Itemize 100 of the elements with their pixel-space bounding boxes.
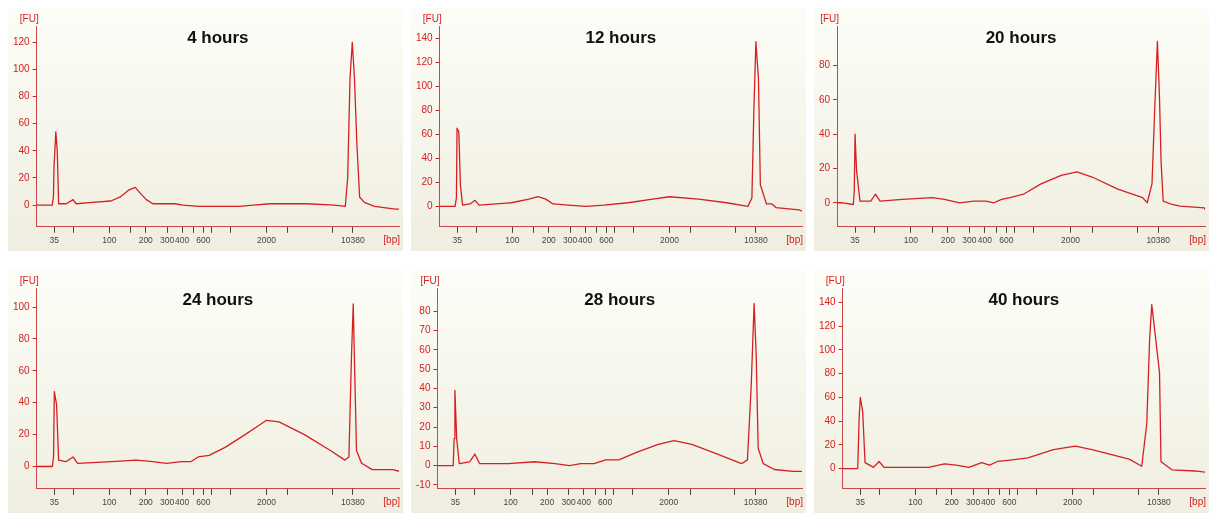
x-tick-label: 400: [981, 497, 996, 508]
y-tick-label: 50: [419, 362, 431, 374]
chart-title: 28 hours: [584, 290, 656, 310]
y-tick-label: 80: [18, 332, 31, 344]
x-tick-label: 2000: [660, 235, 680, 246]
y-tick-label: 60: [824, 391, 837, 403]
chart-title: 40 hours: [988, 290, 1060, 310]
x-tick-label: 300: [159, 235, 175, 246]
x-tick-label: 600: [599, 235, 614, 246]
y-tick-label: 10: [419, 440, 431, 452]
y-tick-label: 0: [424, 459, 431, 471]
x-tick-label: 35: [49, 235, 60, 246]
x-tick-label: 100: [908, 497, 923, 508]
y-tick-label: 60: [419, 343, 431, 355]
y-tick-label: 30: [419, 401, 431, 413]
chart-title: 24 hours: [182, 290, 254, 310]
y-tick-label: 20: [824, 438, 837, 450]
chart-title: 4 hours: [187, 28, 249, 48]
y-tick-label: 120: [13, 36, 31, 48]
y-tick-label: 40: [18, 144, 31, 156]
x-tick-label: 100: [102, 497, 117, 508]
y-axis-title: [FU]: [820, 12, 840, 24]
x-tick-label: 10380: [743, 497, 768, 508]
x-tick-label: 200: [944, 497, 960, 508]
x-tick-label: 200: [541, 235, 557, 246]
x-tick-label: 400: [578, 235, 593, 246]
y-tick-label: 100: [819, 343, 837, 355]
x-tick-label: 2000: [257, 235, 277, 246]
y-tick-label: 20: [18, 171, 31, 183]
x-tick-label: 400: [977, 235, 993, 246]
x-tick-label: 100: [102, 235, 117, 246]
x-tick-label: 400: [175, 497, 190, 508]
x-tick-label: 300: [962, 235, 977, 246]
y-tick-label: 80: [819, 59, 831, 71]
x-tick-label: 300: [562, 235, 578, 246]
x-tick-label: 300: [965, 497, 981, 508]
y-tick-label: 60: [819, 93, 831, 105]
x-tick-label: 35: [450, 497, 461, 508]
y-tick-label: 120: [819, 319, 837, 331]
x-tick-label: 2000: [257, 497, 277, 508]
chart-title: 20 hours: [985, 28, 1057, 48]
y-tick-label: -10: [416, 478, 431, 490]
y-tick-label: 40: [18, 396, 31, 408]
x-tick-label: 2000: [1063, 497, 1083, 508]
y-tick-label: 40: [824, 414, 837, 426]
x-tick-label: 100: [505, 235, 520, 246]
x-tick-label: 35: [452, 235, 463, 246]
y-tick-label: 80: [421, 103, 434, 115]
y-tick-label: 60: [18, 117, 31, 129]
x-tick-label: 400: [576, 497, 592, 508]
x-tick-label: 100: [903, 235, 919, 246]
y-tick-label: 80: [419, 304, 431, 316]
y-axis-title: [FU]: [825, 274, 845, 286]
y-tick-label: 140: [819, 296, 837, 308]
x-tick-label: 400: [175, 235, 190, 246]
y-tick-label: 20: [419, 420, 431, 432]
x-tick-label: 600: [999, 235, 1014, 246]
x-tick-label: 300: [561, 497, 576, 508]
y-tick-label: 0: [830, 462, 837, 474]
x-tick-label: 10380: [341, 497, 365, 508]
y-tick-label: 60: [18, 364, 31, 376]
x-tick-label: 600: [598, 497, 613, 508]
x-tick-label: 200: [940, 235, 956, 246]
y-tick-label: 120: [416, 55, 434, 67]
x-tick-label: 10380: [744, 235, 768, 246]
y-tick-label: 20: [18, 428, 31, 440]
y-tick-label: 80: [18, 90, 31, 102]
x-tick-label: 600: [196, 497, 211, 508]
y-tick-label: 40: [419, 382, 431, 394]
x-tick-label: 10380: [1146, 235, 1171, 246]
x-tick-label: 2000: [659, 497, 679, 508]
x-tick-label: 200: [138, 235, 154, 246]
y-tick-label: 20: [421, 176, 434, 188]
x-tick-label: 35: [49, 497, 60, 508]
x-axis-title: [bp]: [1189, 233, 1207, 245]
y-tick-label: 0: [427, 200, 434, 212]
x-tick-label: 600: [1002, 497, 1017, 508]
chart-title: 12 hours: [585, 28, 657, 48]
x-tick-label: 35: [855, 497, 866, 508]
y-axis-title: [FU]: [19, 274, 39, 286]
x-tick-label: 10380: [1147, 497, 1171, 508]
x-axis-title: [bp]: [786, 495, 804, 507]
y-tick-label: 20: [819, 162, 831, 174]
x-tick-label: 100: [503, 497, 518, 508]
y-tick-label: 40: [421, 152, 434, 164]
y-tick-label: 100: [416, 79, 434, 91]
x-tick-label: 200: [138, 497, 154, 508]
y-tick-label: 80: [824, 367, 837, 379]
x-tick-label: 35: [850, 235, 861, 246]
x-tick-label: 600: [196, 235, 211, 246]
x-axis-title: [bp]: [383, 233, 401, 245]
y-tick-label: 100: [13, 63, 31, 75]
x-tick-label: 2000: [1061, 235, 1081, 246]
x-tick-label: 300: [159, 497, 175, 508]
y-tick-label: 0: [24, 198, 31, 210]
y-tick-label: 40: [819, 127, 831, 139]
x-axis-title: [bp]: [383, 495, 401, 507]
y-axis-title: [FU]: [422, 12, 442, 24]
y-tick-label: 70: [419, 324, 431, 336]
y-tick-label: 0: [824, 196, 831, 208]
